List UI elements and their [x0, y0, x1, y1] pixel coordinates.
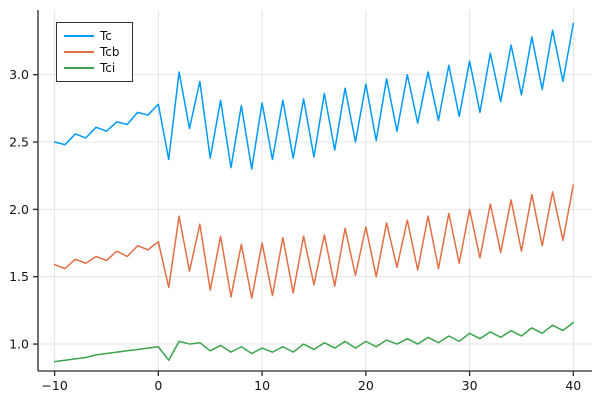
series-line-tc [53, 22, 575, 170]
x-tick-label: 40 [565, 378, 581, 393]
x-tick-label: 10 [254, 378, 270, 393]
legend-line-swatch-tcb [64, 51, 94, 53]
legend: Tc Tcb Tci [56, 22, 133, 82]
legend-entry-tci: Tci [64, 60, 126, 76]
x-tick-label: 20 [358, 378, 374, 393]
legend-entry-tc: Tc [64, 28, 126, 44]
legend-label-tcb: Tcb [100, 45, 120, 59]
y-tick-label: 2.0 [9, 202, 29, 217]
y-tick-label: 2.5 [9, 135, 29, 150]
x-tick-label: 30 [462, 378, 478, 393]
x-tick-label: −10 [41, 378, 67, 393]
legend-line-swatch-tc [64, 35, 94, 37]
x-tick-label: 0 [154, 378, 162, 393]
y-tick-label: 3.0 [9, 67, 29, 82]
y-tick-label: 1.0 [9, 337, 29, 352]
series-line-tci [53, 321, 575, 363]
legend-label-tc: Tc [100, 29, 112, 43]
y-tick-label: 1.5 [9, 269, 29, 284]
legend-label-tci: Tci [100, 61, 116, 75]
legend-entry-tcb: Tcb [64, 44, 126, 60]
series-line-tcb [53, 184, 575, 300]
legend-line-swatch-tci [64, 67, 94, 69]
